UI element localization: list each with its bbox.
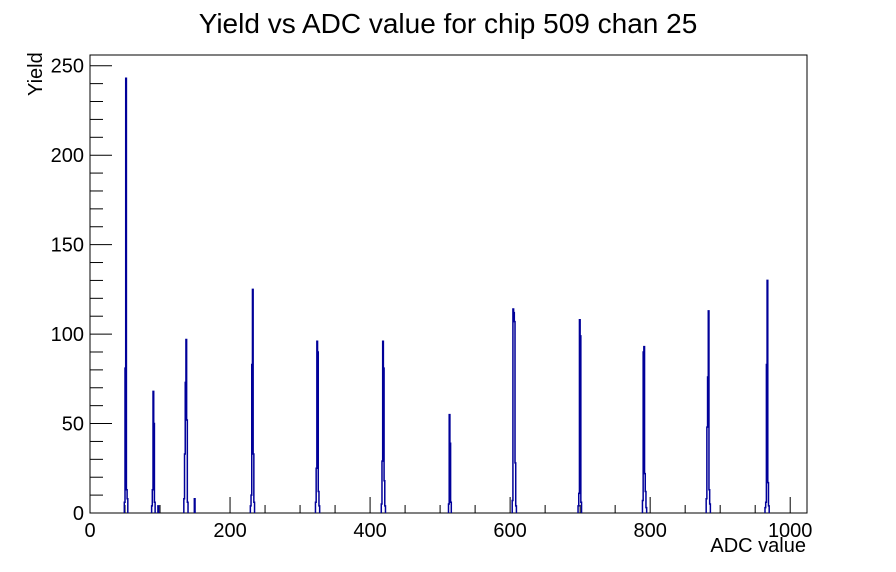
tick-label: 800 [633,520,666,542]
tick-label: 0 [73,503,84,525]
tick-label: 250 [51,56,84,78]
x-axis-title: ADC value [710,535,806,557]
y-axis-title: Yield [25,52,47,96]
tick-label: 200 [213,520,246,542]
tick-label: 50 [62,414,84,436]
tick-label: 1000 [768,520,813,542]
y-axis-tick-labels: 0 50 100 150 200 250 [51,56,84,525]
tick-label: 400 [353,520,386,542]
tick-label: 150 [51,235,84,257]
tick-label: 600 [493,520,526,542]
chart-title: Yield vs ADC value for chip 509 chan 25 [199,8,698,39]
x-axis-tick-labels: 0 200 400 600 800 1000 [84,520,812,542]
histogram-line [123,77,770,513]
tick-label: 200 [51,145,84,167]
tick-label: 100 [51,324,84,346]
tick-label: 0 [84,520,95,542]
y-axis-ticks [90,65,112,514]
